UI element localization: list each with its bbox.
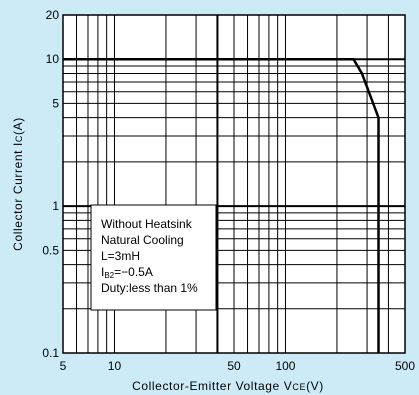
annotation-box: Without Heatsink Natural Cooling L=3mH IB2=…	[90, 204, 217, 311]
x-axis-label: Collector-Emitter Voltage VCE(V)	[132, 379, 324, 393]
tick-labels: 5 10 50 100 500 0.1 0.5 1 5 10 20	[42, 8, 415, 373]
annotation-line-0: Without Heatsink	[101, 217, 193, 231]
series-layer	[63, 57, 380, 353]
y-tick-label-5: 5	[52, 96, 59, 110]
annotation-box-bg	[90, 204, 217, 311]
y-tick-label-0_5: 0.5	[42, 243, 59, 257]
x-tick-label-5: 5	[60, 359, 67, 373]
annotation-line-4: Duty:less than 1%	[101, 281, 198, 295]
y-tick-label-10: 10	[46, 52, 60, 66]
x-tick-label-50: 50	[227, 359, 241, 373]
x-tick-label-10: 10	[108, 359, 122, 373]
y-axis-label: Collector Current IC(A)	[11, 117, 25, 251]
y-tick-label-1: 1	[52, 199, 59, 213]
y-tick-label-0_1: 0.1	[42, 346, 59, 360]
x-tick-label-500: 500	[395, 359, 415, 373]
y-tick-label-20: 20	[46, 8, 60, 22]
annotation-line-1: Natural Cooling	[101, 233, 184, 247]
annotation-line-2: L=3mH	[101, 249, 140, 263]
x-tick-label-100: 100	[275, 359, 295, 373]
soa-boundary-line-0	[63, 57, 380, 353]
annotation-line-3: IB2=−0.5A	[101, 265, 153, 280]
axis-labels: Collector-Emitter Voltage VCE(V) Collecto…	[11, 117, 324, 393]
